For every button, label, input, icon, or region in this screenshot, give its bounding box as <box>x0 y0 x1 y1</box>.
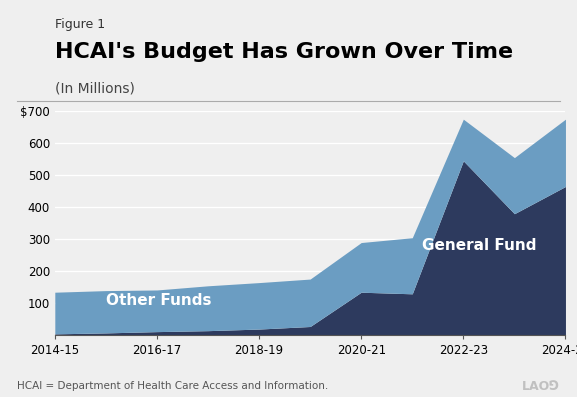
Text: General Fund: General Fund <box>422 238 537 253</box>
Text: Other Funds: Other Funds <box>106 293 211 308</box>
Text: Figure 1: Figure 1 <box>55 18 105 31</box>
Text: HCAI's Budget Has Grown Over Time: HCAI's Budget Has Grown Over Time <box>55 42 513 62</box>
Text: LAO⅁: LAO⅁ <box>522 380 560 393</box>
Text: (In Millions): (In Millions) <box>55 81 134 95</box>
Text: HCAI = Department of Health Care Access and Information.: HCAI = Department of Health Care Access … <box>17 381 328 391</box>
